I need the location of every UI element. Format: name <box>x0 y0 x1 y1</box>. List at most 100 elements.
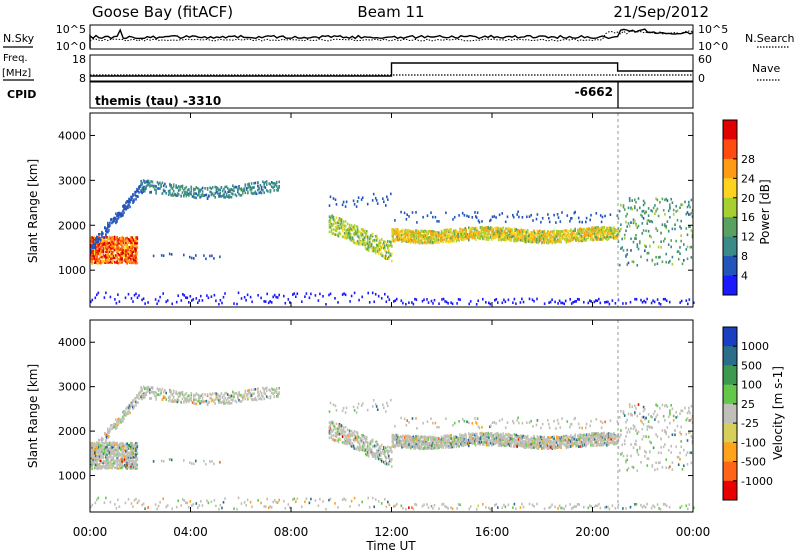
range-cell <box>91 467 93 471</box>
range-cell <box>111 446 113 449</box>
range-cell <box>127 254 130 258</box>
range-cell <box>138 499 140 502</box>
range-cell <box>100 248 102 252</box>
range-cell <box>569 298 571 301</box>
range-cell <box>121 417 123 421</box>
range-cell <box>371 496 374 500</box>
range-cell <box>424 234 427 237</box>
range-cell <box>111 235 113 239</box>
range-cell <box>117 293 119 296</box>
range-cell <box>377 250 380 253</box>
range-cell <box>328 226 331 229</box>
range-cell <box>134 247 136 250</box>
range-cell <box>190 391 193 395</box>
range-cell <box>263 397 265 401</box>
range-cell <box>335 409 338 412</box>
range-cell <box>331 216 334 219</box>
range-cell <box>175 186 177 189</box>
range-cell <box>102 455 105 458</box>
range-cell <box>485 506 487 509</box>
range-cell <box>592 226 594 230</box>
range-cell <box>270 506 273 509</box>
range-cell <box>403 230 406 233</box>
range-cell <box>114 503 116 506</box>
range-cell <box>107 230 109 234</box>
range-cell <box>336 221 339 225</box>
range-cell <box>117 450 120 453</box>
range-cell <box>108 250 111 253</box>
range-cell <box>328 436 331 439</box>
range-cell <box>193 462 195 466</box>
range-cell <box>391 230 394 234</box>
range-cell <box>374 440 377 444</box>
range-cell <box>360 437 363 441</box>
range-cell <box>152 254 155 258</box>
range-cell <box>101 465 103 468</box>
range-cell <box>132 244 135 247</box>
range-cell <box>111 441 113 445</box>
range-cell <box>124 296 127 300</box>
range-cell <box>536 236 539 240</box>
range-cell <box>331 224 334 227</box>
range-cell <box>372 451 375 455</box>
range-cell <box>115 466 117 470</box>
range-cell <box>361 445 364 449</box>
range-cell <box>116 425 118 428</box>
range-cell <box>516 239 518 242</box>
range-cell <box>606 235 609 238</box>
range-cell <box>92 236 95 240</box>
range-cell <box>132 444 135 447</box>
range-cell <box>111 465 113 469</box>
range-cell <box>98 462 101 466</box>
range-cell <box>622 205 625 209</box>
range-cell <box>377 450 380 454</box>
range-cell <box>254 388 257 391</box>
range-cell <box>182 293 184 296</box>
range-cell <box>328 220 331 224</box>
range-cell <box>111 466 113 470</box>
range-cell <box>92 462 95 465</box>
range-cell <box>560 230 562 233</box>
range-cell <box>128 409 130 413</box>
range-cell <box>265 386 268 390</box>
range-cell <box>345 236 348 240</box>
range-cell <box>219 192 221 195</box>
range-cell <box>387 500 389 504</box>
range-cell <box>344 224 347 228</box>
range-cell <box>574 210 576 214</box>
range-cell <box>574 229 576 232</box>
range-cell <box>489 302 492 306</box>
range-cell <box>366 235 369 238</box>
range-cell <box>386 251 388 254</box>
range-cell <box>491 228 494 232</box>
range-cell <box>549 230 552 234</box>
range-cell <box>310 292 312 296</box>
range-cell <box>635 503 638 506</box>
range-cell <box>209 190 211 194</box>
range-cell <box>462 238 465 242</box>
range-cell <box>563 231 565 234</box>
range-cell <box>108 237 111 241</box>
range-cell <box>665 225 667 228</box>
range-cell <box>587 231 590 234</box>
range-cell <box>123 463 126 467</box>
range-cell <box>260 394 263 397</box>
range-cell <box>177 185 180 188</box>
range-cell <box>671 255 674 259</box>
range-cell <box>526 237 529 241</box>
range-cell <box>342 224 345 228</box>
range-cell <box>675 210 677 213</box>
range-cell <box>555 233 557 237</box>
range-cell <box>497 238 500 242</box>
range-cell <box>144 396 146 399</box>
range-cell <box>151 390 154 394</box>
range-cell <box>188 394 190 397</box>
range-cell <box>606 227 609 230</box>
range-cell <box>365 235 368 238</box>
range-cell <box>582 238 584 241</box>
range-cell <box>510 234 512 237</box>
range-cell <box>269 389 272 392</box>
range-cell <box>120 236 122 240</box>
range-cell <box>641 210 644 213</box>
range-cell <box>106 461 108 465</box>
